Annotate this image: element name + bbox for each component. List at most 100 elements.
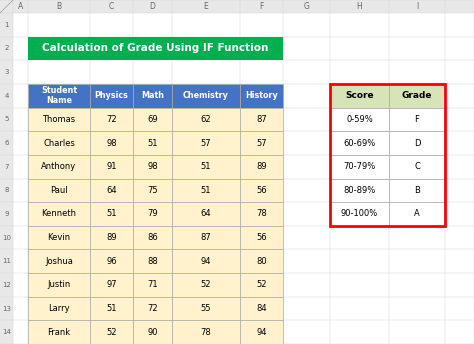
Text: 7: 7 bbox=[4, 164, 9, 170]
Bar bbox=[240, 179, 283, 202]
Text: 57: 57 bbox=[256, 139, 267, 148]
Text: 57: 57 bbox=[201, 139, 211, 148]
Bar bbox=[330, 84, 389, 108]
Text: 8: 8 bbox=[4, 187, 9, 193]
Text: 1: 1 bbox=[4, 22, 9, 28]
Text: Paul: Paul bbox=[50, 186, 68, 195]
Bar bbox=[172, 249, 240, 273]
Text: Physics: Physics bbox=[94, 91, 128, 100]
Text: 11: 11 bbox=[2, 258, 11, 264]
Text: Kevin: Kevin bbox=[47, 233, 71, 242]
Text: 52: 52 bbox=[106, 328, 117, 337]
Text: 51: 51 bbox=[201, 162, 211, 171]
Bar bbox=[172, 202, 240, 226]
Bar bbox=[172, 179, 240, 202]
Bar bbox=[133, 131, 172, 155]
Text: 94: 94 bbox=[256, 328, 267, 337]
Bar bbox=[172, 273, 240, 297]
Bar bbox=[0, 0, 474, 13]
Text: A: A bbox=[18, 2, 23, 11]
Text: 0-59%: 0-59% bbox=[346, 115, 373, 124]
Bar bbox=[133, 226, 172, 249]
Text: 89: 89 bbox=[256, 162, 267, 171]
Text: 9: 9 bbox=[4, 211, 9, 217]
Bar bbox=[330, 84, 445, 226]
Bar bbox=[90, 155, 133, 179]
Bar bbox=[240, 273, 283, 297]
Bar bbox=[28, 202, 90, 226]
Text: 72: 72 bbox=[147, 304, 158, 313]
Text: Joshua: Joshua bbox=[45, 257, 73, 266]
Bar bbox=[389, 84, 445, 108]
Text: Frank: Frank bbox=[47, 328, 71, 337]
Text: 75: 75 bbox=[147, 186, 158, 195]
Bar bbox=[28, 273, 90, 297]
Text: Kenneth: Kenneth bbox=[42, 209, 76, 218]
Text: 60-69%: 60-69% bbox=[343, 139, 375, 148]
Text: Grade: Grade bbox=[402, 91, 432, 100]
Bar bbox=[172, 155, 240, 179]
Text: I: I bbox=[416, 2, 418, 11]
Bar bbox=[28, 155, 90, 179]
Bar bbox=[330, 155, 389, 179]
Bar bbox=[389, 155, 445, 179]
Text: 3: 3 bbox=[4, 69, 9, 75]
Bar bbox=[172, 131, 240, 155]
Text: 84: 84 bbox=[256, 304, 267, 313]
Text: 62: 62 bbox=[201, 115, 211, 124]
Bar bbox=[28, 320, 90, 344]
Bar bbox=[172, 320, 240, 344]
Bar bbox=[240, 226, 283, 249]
Text: 90-100%: 90-100% bbox=[341, 209, 378, 218]
Text: 94: 94 bbox=[201, 257, 211, 266]
Text: 55: 55 bbox=[201, 304, 211, 313]
Bar bbox=[133, 273, 172, 297]
Text: 79: 79 bbox=[147, 209, 158, 218]
Bar bbox=[389, 108, 445, 131]
Bar bbox=[389, 179, 445, 202]
Text: 4: 4 bbox=[4, 93, 9, 99]
Bar bbox=[389, 131, 445, 155]
Text: B: B bbox=[414, 186, 420, 195]
Bar bbox=[90, 249, 133, 273]
Text: 89: 89 bbox=[106, 233, 117, 242]
Text: 69: 69 bbox=[147, 115, 158, 124]
Bar bbox=[90, 202, 133, 226]
Bar bbox=[28, 249, 90, 273]
Bar bbox=[133, 179, 172, 202]
Text: 78: 78 bbox=[201, 328, 211, 337]
Text: 88: 88 bbox=[147, 257, 158, 266]
Text: F: F bbox=[415, 115, 419, 124]
Text: 80-89%: 80-89% bbox=[343, 186, 375, 195]
Bar bbox=[133, 202, 172, 226]
Bar bbox=[90, 226, 133, 249]
Bar bbox=[330, 108, 389, 131]
Text: Larry: Larry bbox=[48, 304, 70, 313]
Text: 52: 52 bbox=[256, 280, 267, 289]
Text: Anthony: Anthony bbox=[41, 162, 77, 171]
Text: A: A bbox=[414, 209, 420, 218]
Text: 91: 91 bbox=[106, 162, 117, 171]
Text: Chemistry: Chemistry bbox=[183, 91, 229, 100]
Bar bbox=[28, 84, 90, 108]
Bar bbox=[90, 131, 133, 155]
Bar bbox=[133, 108, 172, 131]
Text: 98: 98 bbox=[147, 162, 158, 171]
Bar bbox=[240, 249, 283, 273]
Bar bbox=[28, 297, 90, 320]
Text: F: F bbox=[259, 2, 264, 11]
Text: 78: 78 bbox=[256, 209, 267, 218]
Text: H: H bbox=[356, 2, 363, 11]
Bar bbox=[90, 320, 133, 344]
Text: 14: 14 bbox=[2, 329, 11, 335]
Bar bbox=[240, 84, 283, 108]
Text: D: D bbox=[150, 2, 155, 11]
Text: 5: 5 bbox=[4, 116, 9, 122]
Bar bbox=[133, 297, 172, 320]
Bar bbox=[133, 84, 172, 108]
Bar bbox=[330, 202, 389, 226]
Text: 80: 80 bbox=[256, 257, 267, 266]
Bar bbox=[240, 155, 283, 179]
Text: 13: 13 bbox=[2, 305, 11, 312]
Bar bbox=[172, 84, 240, 108]
